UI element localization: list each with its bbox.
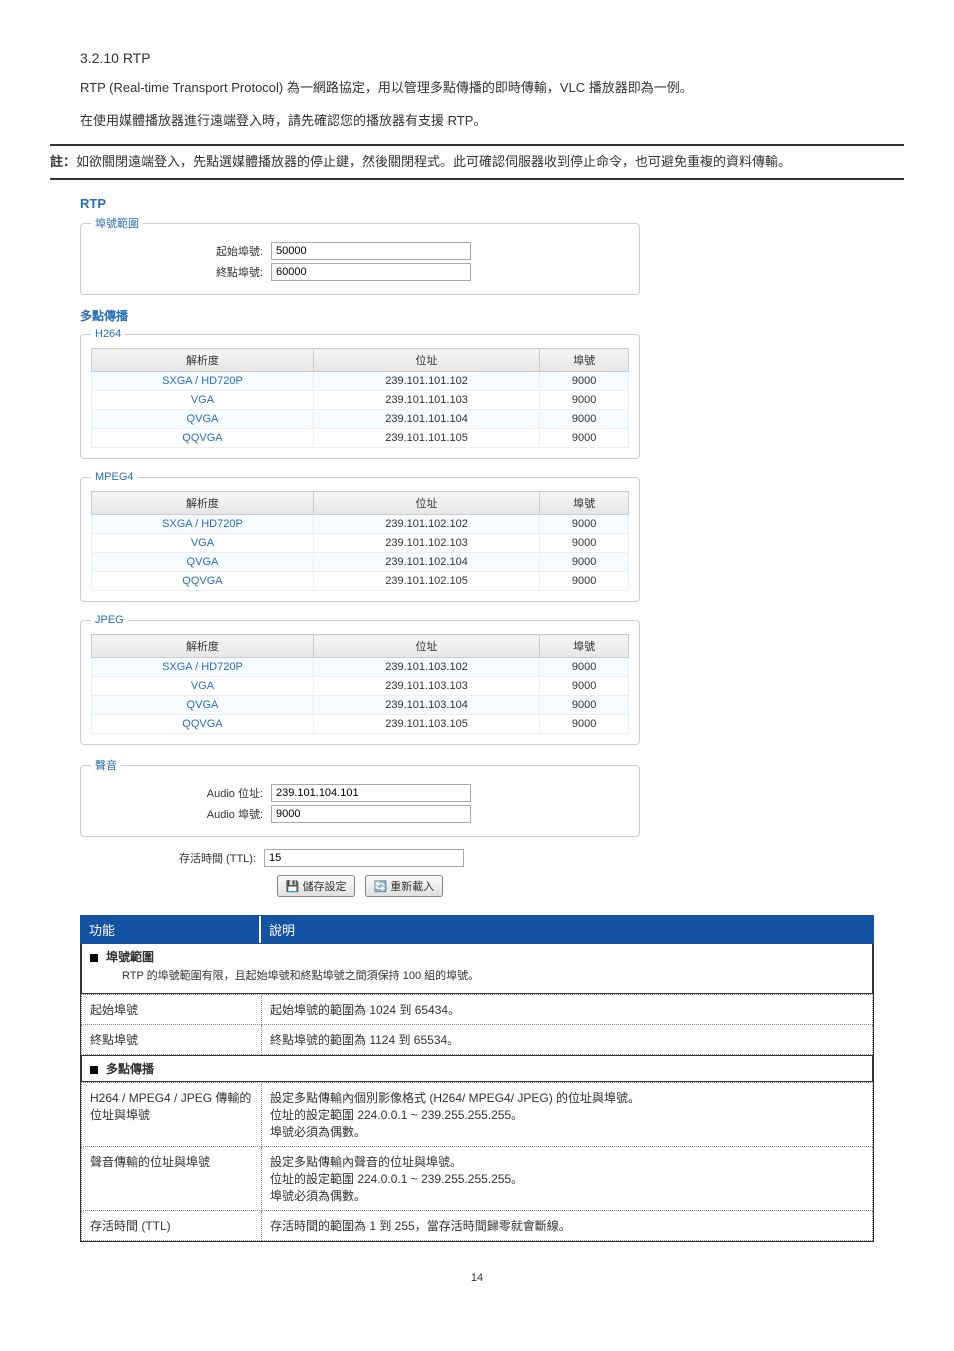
audio-legend: 聲音 [91,757,121,773]
codec-col-header: 埠號 [540,492,629,515]
desc-value: 存活時間的範圍為 1 到 255，當存活時間歸零就會斷線。 [262,1211,873,1241]
codec-cell: 9000 [540,572,629,591]
desc-key: H264 / MPEG4 / JPEG 傳輸的位址與埠號 [82,1083,262,1147]
codec-cell: 9000 [540,429,629,448]
desc-key: 終點埠號 [82,1025,262,1055]
note-prefix: 註： [50,154,76,169]
codec-cell: QQVGA [92,715,314,734]
port-range-note: RTP 的埠號範圍有限，且起始埠號和終點埠號之間須保持 100 組的埠號。 [90,965,864,989]
codec-cell: 239.101.102.104 [313,553,539,572]
codec-col-header: 位址 [313,492,539,515]
desc-value: 終點埠號的範圍為 1124 到 65534。 [262,1025,873,1055]
start-port-label: 起始埠號: [91,243,271,259]
codec-cell: 9000 [540,553,629,572]
codec-legend: JPEG [91,614,128,626]
desc-header-desc: 說明 [261,916,873,943]
codec-cell: 239.101.101.105 [313,429,539,448]
audio-fieldset: 聲音 Audio 位址: Audio 埠號: [80,757,640,837]
end-port-input[interactable] [271,263,471,281]
desc-value: 起始埠號的範圍為 1024 到 65434。 [262,995,873,1025]
codec-cell: SXGA / HD720P [92,515,314,534]
codec-cell: 239.101.103.102 [313,658,539,677]
note-box: 註：如欲關閉遠端登入，先點選媒體播放器的停止鍵，然後關閉程式。此可確認伺服器收到… [50,144,904,181]
ttl-label: 存活時間 (TTL): [84,850,264,866]
audio-port-input[interactable] [271,805,471,823]
desc-key: 聲音傳輸的位址與埠號 [82,1147,262,1211]
codec-col-header: 解析度 [92,492,314,515]
reload-button[interactable]: 🔄重新載入 [365,875,444,897]
multicast-heading: 多點傳播 [80,307,640,324]
codec-cell: 239.101.102.103 [313,534,539,553]
codec-cell: 9000 [540,372,629,391]
desc-key: 存活時間 (TTL) [82,1211,262,1241]
codec-cell: 239.101.101.103 [313,391,539,410]
note-body: 如欲關閉遠端登入，先點選媒體播放器的停止鍵，然後關閉程式。此可確認伺服器收到停止… [76,154,791,169]
ttl-input[interactable] [264,849,464,867]
start-port-input[interactable] [271,242,471,260]
codec-col-header: 位址 [313,349,539,372]
codec-cell: QVGA [92,553,314,572]
codec-cell: 9000 [540,515,629,534]
codec-legend: MPEG4 [91,471,138,483]
codec-cell: VGA [92,534,314,553]
codec-cell: 239.101.101.104 [313,410,539,429]
codec-cell: QVGA [92,696,314,715]
audio-addr-input[interactable] [271,784,471,802]
codec-col-header: 解析度 [92,635,314,658]
codec-cell: 9000 [540,696,629,715]
codec-cell: SXGA / HD720P [92,658,314,677]
desc-header-func: 功能 [81,916,261,943]
codec-cell: 239.101.101.102 [313,372,539,391]
codec-col-header: 位址 [313,635,539,658]
desc-value: 設定多點傳輸內聲音的位址與埠號。位址的設定範圍 224.0.0.1 ~ 239.… [262,1147,873,1211]
codec-fieldset-h264: H264解析度位址埠號SXGA / HD720P239.101.101.1029… [80,328,640,459]
save-icon: 💾 [286,881,300,893]
codec-cell: 239.101.103.105 [313,715,539,734]
port-range-fieldset: 埠號範圍 起始埠號: 終點埠號: [80,215,640,295]
codec-fieldset-mpeg4: MPEG4 解析度位址埠號 SXGA / HD720P239.101.102.102… [80,471,640,602]
desc-key: 起始埠號 [82,995,262,1025]
section-port-range: 埠號範圍 RTP 的埠號範圍有限，且起始埠號和終點埠號之間須保持 100 組的埠… [81,944,873,994]
description-header: 功能 說明 [80,915,874,944]
codec-cell: VGA [92,677,314,696]
codec-cell: QVGA [92,410,314,429]
end-port-label: 終點埠號: [91,264,271,280]
codec-cell: 239.101.102.105 [313,572,539,591]
codec-cell: QQVGA [92,572,314,591]
save-button[interactable]: 💾儲存設定 [277,875,356,897]
codec-fieldset-jpeg: JPEG解析度位址埠號SXGA / HD720P239.101.103.1029… [80,614,640,745]
codec-cell: 9000 [540,658,629,677]
codec-cell: 9000 [540,391,629,410]
codec-cell: SXGA / HD720P [92,372,314,391]
codec-cell: 239.101.103.104 [313,696,539,715]
codec-cell: 9000 [540,534,629,553]
codec-col-header: 埠號 [540,635,629,658]
page-number: 14 [50,1272,904,1284]
rtp-title: RTP [80,196,640,211]
paragraph-1: RTP (Real-time Transport Protocol) 為一網路協… [80,78,904,99]
codec-col-header: 埠號 [540,349,629,372]
codec-legend: H264 [91,328,125,340]
paragraph-2: 在使用媒體播放器進行遠端登入時，請先確認您的播放器有支援 RTP。 [80,111,904,132]
desc-value: 設定多點傳輸內個別影像格式 (H264/ MPEG4/ JPEG) 的位址與埠號… [262,1083,873,1147]
audio-addr-label: Audio 位址: [91,785,271,801]
codec-cell: QQVGA [92,429,314,448]
codec-col-header: 解析度 [92,349,314,372]
audio-port-label: Audio 埠號: [91,806,271,822]
codec-cell: 239.101.103.103 [313,677,539,696]
section-heading: 3.2.10 RTP [80,50,904,66]
port-range-legend: 埠號範圍 [91,215,143,231]
reload-icon: 🔄 [374,881,388,893]
codec-cell: 9000 [540,410,629,429]
codec-cell: 9000 [540,677,629,696]
codec-cell: 239.101.102.102 [313,515,539,534]
bullet-icon [90,1066,98,1074]
codec-cell: 9000 [540,715,629,734]
bullet-icon [90,954,98,962]
description-block: 功能 說明 埠號範圍 RTP 的埠號範圍有限，且起始埠號和終點埠號之間須保持 1… [80,915,874,1242]
section-multicast: 多點傳播 [81,1055,873,1082]
codec-cell: VGA [92,391,314,410]
rtp-panel: RTP 埠號範圍 起始埠號: 終點埠號: 多點傳播 H264解析度位址埠號SXG… [80,196,640,897]
